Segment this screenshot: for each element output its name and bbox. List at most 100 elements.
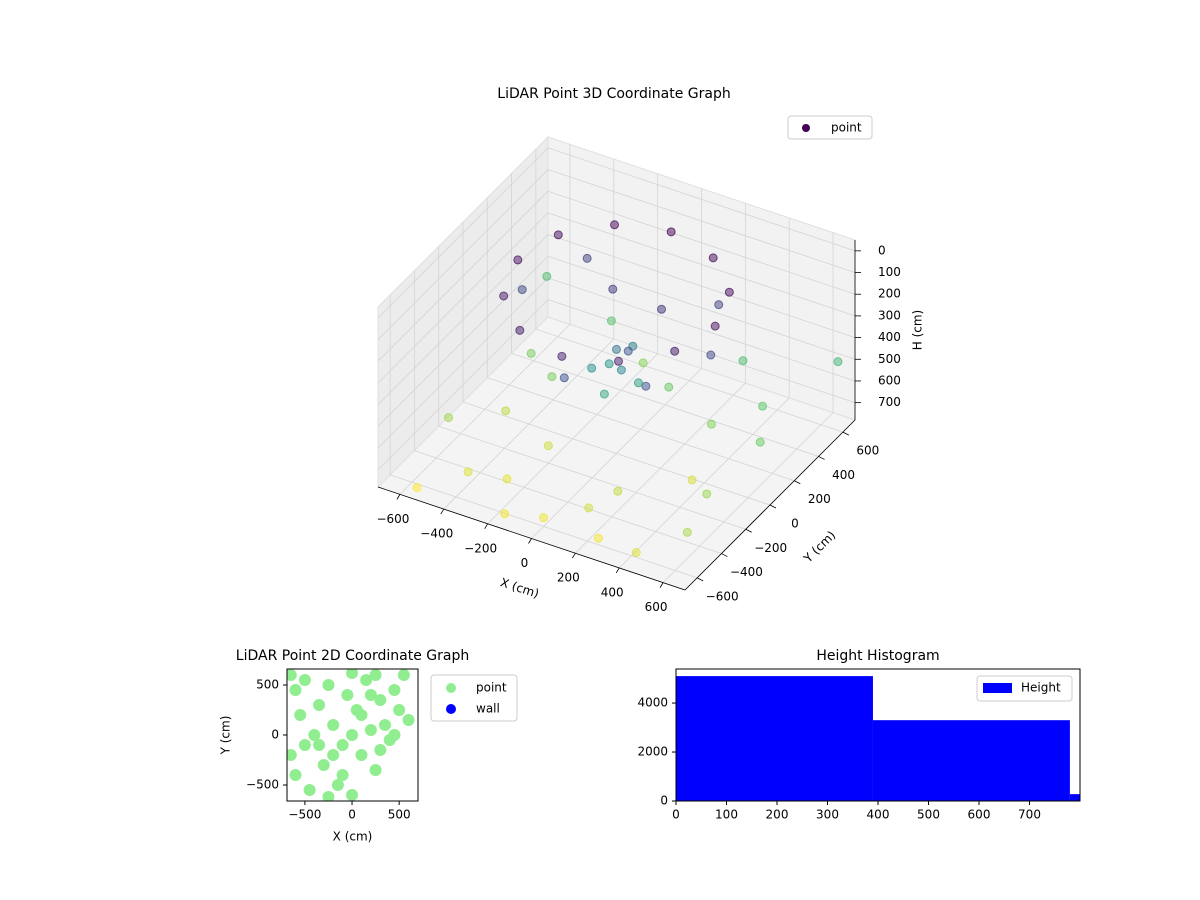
grid-line [535,328,843,433]
point [317,759,330,771]
x-tick-label: −200 [464,541,497,555]
legend-swatch [983,683,1012,693]
y-tick-label: −500 [246,778,279,792]
point [388,729,401,741]
tick-mark [528,538,532,544]
point [515,325,525,335]
point [313,739,326,751]
x-tick-label: 500 [917,808,940,822]
point [463,467,473,477]
point [612,344,621,354]
grid-line [438,425,746,530]
point [336,739,349,751]
point [710,321,720,331]
x-tick-label: 600 [968,808,991,822]
bar [1069,794,1080,801]
point [623,346,633,356]
legend-box [787,115,873,140]
point [542,271,552,281]
tick-mark [659,582,664,588]
point [346,729,359,741]
point [499,291,509,301]
point [593,533,603,543]
grid-line [377,147,549,319]
y-tick-label: 200 [808,492,831,506]
grid-line [377,169,549,340]
point [289,684,302,696]
point [397,669,410,681]
x-tick-label: 0 [672,808,680,822]
y-tick-label: 0 [271,728,279,742]
tick-mark [440,508,445,515]
tick-mark [818,456,825,460]
point [393,704,406,716]
tick-mark [769,504,777,509]
point [327,719,340,731]
point [682,527,692,537]
point [364,689,377,701]
x-tick-label: −400 [420,527,453,541]
grid-line [547,147,856,252]
grid-line [547,299,856,404]
point [369,669,382,681]
x-tick-label: 400 [867,808,890,822]
point [613,486,623,496]
chart-title: LiDAR Point 2D Coordinate Graph [236,648,469,664]
point [587,363,597,373]
point [616,365,626,375]
point [557,351,567,361]
point [724,287,734,297]
grid-line [462,401,771,506]
x-tick-label: 200 [766,808,789,822]
point [369,764,382,776]
point [346,669,359,679]
point [364,724,377,736]
plot-area [287,669,415,801]
grid-line [487,377,795,482]
chart-title: LiDAR Point 3D Coordinate Graph [497,86,730,102]
point [336,769,349,781]
point [374,744,387,756]
z-tick-label: 700 [878,395,901,409]
grid-line [547,277,856,382]
point [501,406,511,416]
point [833,357,843,367]
point [606,316,616,326]
z-tick-label: 600 [878,373,901,387]
y-axis-label: Y (cm) [219,716,233,756]
point [289,769,302,781]
tick-mark [484,523,488,529]
y-tick-label: 2000 [637,745,668,759]
point [502,474,512,484]
grid-line [377,277,549,449]
y-tick-label: 0 [660,794,668,808]
point [633,378,643,388]
point [500,509,510,519]
point [360,674,373,686]
point [559,373,569,383]
x-tick-label: 300 [816,808,839,822]
point [444,413,453,423]
point [666,227,676,237]
point [610,220,620,230]
point [346,789,359,801]
point [327,749,340,761]
x-tick-label: −600 [376,512,409,526]
point [702,489,712,499]
x-axis-label: X (cm) [333,830,373,844]
point [303,784,316,796]
grid-line [377,255,549,427]
grid-line [377,190,549,362]
point [412,483,422,493]
point [755,437,765,447]
z-tick-label: 0 [878,243,886,257]
legend-label: Height [1021,681,1061,695]
point [308,729,321,741]
point [355,709,368,721]
grid-line [414,450,722,554]
z-tick-label: 100 [878,265,901,279]
point [298,739,311,751]
point [657,304,667,314]
tick-mark [572,553,576,559]
